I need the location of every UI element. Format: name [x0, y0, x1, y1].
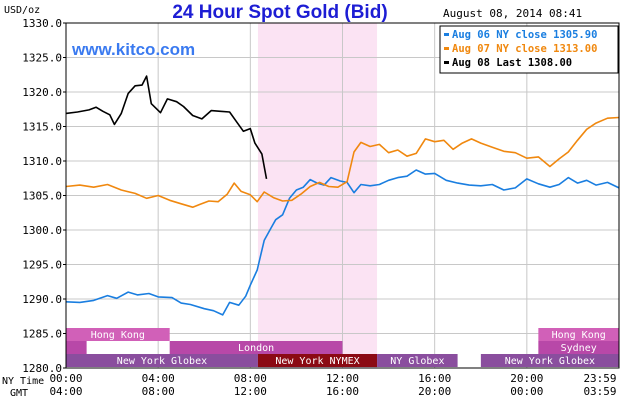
- session-label: Hong Kong: [552, 330, 606, 341]
- session-bar: [480, 354, 619, 367]
- gmt-tick-label: 04:00: [49, 385, 82, 398]
- session-label: New York NYMEX: [275, 356, 359, 367]
- session-bar: [66, 354, 258, 367]
- y-tick-label: 1310.0: [22, 155, 62, 168]
- gmt-tick-label: 12:00: [234, 385, 267, 398]
- legend-entry: Aug 07 NY close 1313.00: [452, 43, 597, 55]
- site-watermark: www.kitco.com: [71, 40, 195, 59]
- y-tick-label: 1290.0: [22, 293, 62, 306]
- y-tick-label: 1330.0: [22, 17, 62, 30]
- y-axis-ticks: 1280.0 1285.0 1290.0 1295.0 1300.0 1305.0 1310…: [22, 17, 66, 375]
- ny-tick-label: 00:00: [49, 372, 82, 385]
- gmt-tick-label: 00:00: [510, 385, 543, 398]
- y-tick-label: 1280.0: [22, 362, 62, 375]
- session-bar: [169, 341, 343, 354]
- y-tick-label: 1315.0: [22, 121, 62, 134]
- ny-tick-label: 16:00: [418, 372, 451, 385]
- session-label: New York Globex: [117, 356, 207, 367]
- series-line-1: [65, 116, 620, 208]
- session-bar: [377, 354, 458, 367]
- legend-box: [439, 25, 619, 74]
- legend-entry: Aug 06 NY close 1305.90: [452, 29, 597, 41]
- y-tick-label: 1320.0: [22, 86, 62, 99]
- session-label: Hong Kong: [91, 330, 145, 341]
- legend: Aug 06 NY close 1305.90 Aug 07 NY close 1…: [439, 25, 619, 74]
- gmt-label: GMT: [10, 388, 28, 399]
- session-gap: [86, 341, 149, 354]
- ny-tick-label: 08:00: [234, 372, 267, 385]
- ny-tick-label: 20:00: [510, 372, 543, 385]
- session-bar: [66, 328, 170, 341]
- x-axis-ticks: 00:0004:0004:0008:0008:0012:0012:0016:00…: [49, 372, 616, 398]
- legend-swatch: [444, 33, 449, 36]
- ny-time-label: NY Time: [2, 376, 44, 387]
- session-bar: [66, 341, 87, 354]
- market-sessions: Hong Kong Hong Kong London Sydney New York G…: [66, 328, 619, 367]
- y-tick-label: 1305.0: [22, 190, 62, 203]
- session-label: Sydney: [561, 343, 597, 354]
- y-tick-label: 1300.0: [22, 224, 62, 237]
- y-tick-label: 1285.0: [22, 328, 62, 341]
- ny-tick-label: 12:00: [326, 372, 359, 385]
- unit-label: USD/oz: [4, 5, 40, 16]
- session-label: London: [238, 343, 274, 354]
- series-line-0: [65, 169, 620, 316]
- legend-swatch: [444, 61, 449, 64]
- legend-entry: Aug 08 Last 1308.00: [452, 57, 572, 69]
- gmt-tick-label: 08:00: [142, 385, 175, 398]
- session-bar: [538, 341, 619, 354]
- y-tick-label: 1325.0: [22, 52, 62, 65]
- session-bar: [257, 354, 378, 367]
- gmt-tick-label: 16:00: [326, 385, 359, 398]
- gmt-tick-label: 03:59: [583, 385, 616, 398]
- session-gap: [457, 354, 481, 367]
- gmt-tick-label: 20:00: [418, 385, 451, 398]
- series-line-2: [65, 75, 268, 180]
- legend-swatch: [444, 47, 449, 50]
- timestamp: August 08, 2014 08:41: [443, 7, 582, 20]
- chart-title: 24 Hour Spot Gold (Bid): [172, 2, 387, 23]
- price-series: [65, 75, 620, 316]
- ny-tick-label: 23:59: [583, 372, 616, 385]
- session-label: New York Globex: [505, 356, 595, 367]
- ny-tick-label: 04:00: [142, 372, 175, 385]
- session-bar: [538, 328, 619, 341]
- y-tick-label: 1295.0: [22, 259, 62, 272]
- session-label: NY Globex: [390, 356, 444, 367]
